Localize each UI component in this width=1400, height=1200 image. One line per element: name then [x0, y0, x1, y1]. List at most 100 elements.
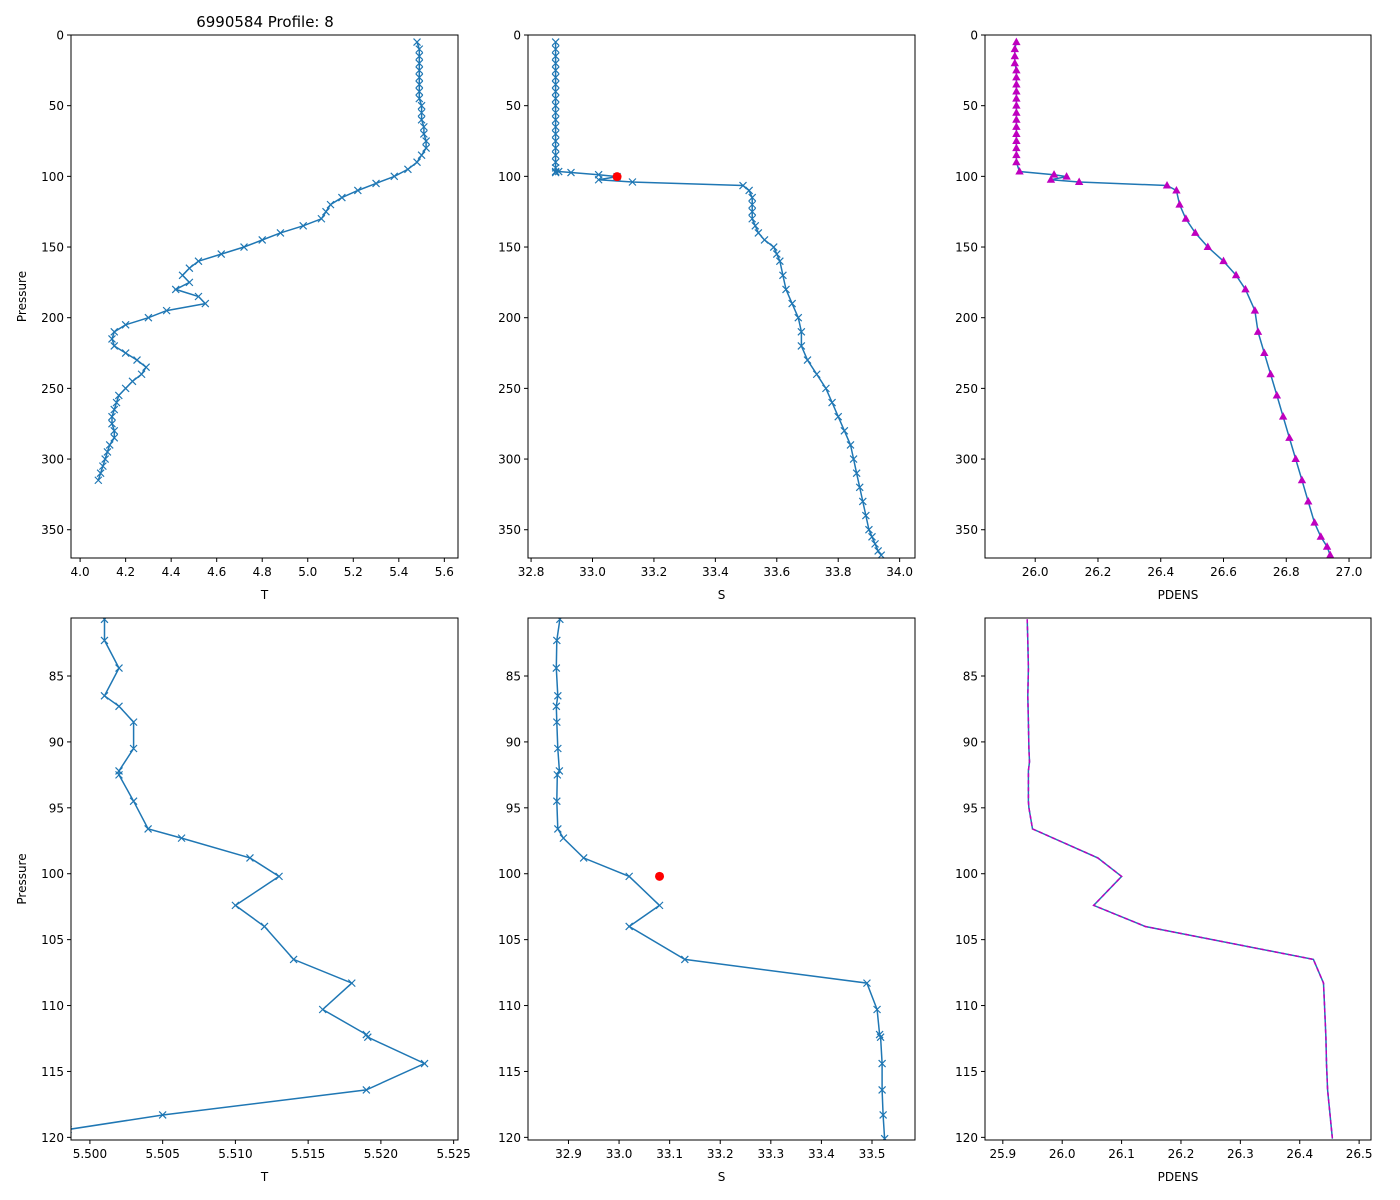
data-point-marker — [552, 702, 561, 711]
data-point-marker — [121, 320, 130, 329]
data-point-marker — [231, 901, 240, 910]
density-marker — [1012, 94, 1021, 102]
data-point-marker — [128, 377, 137, 386]
data-point-marker — [246, 853, 254, 862]
x-tick-label: 5.515 — [291, 1147, 325, 1161]
y-tick-label: 115 — [498, 1065, 521, 1079]
x-tick-label: 33.0 — [606, 1147, 633, 1161]
y-tick-label: 85 — [49, 670, 64, 684]
data-point-marker — [797, 327, 806, 336]
data-point-marker — [822, 384, 830, 393]
density-marker — [1316, 532, 1325, 540]
density-marker — [1062, 172, 1071, 180]
data-point-marker — [772, 250, 781, 259]
y-tick-label: 85 — [506, 670, 521, 684]
x-axis-label: S — [718, 588, 726, 602]
density-marker — [1015, 167, 1024, 175]
data-point-marker — [101, 455, 110, 463]
y-tick-label: 300 — [498, 453, 521, 467]
data-point-marker — [861, 511, 870, 520]
data-point-marker — [865, 525, 873, 534]
subplot-bottom-salinity: 32.9 33.0 33.1 33.2 33.3 33.4 33.5 85 90 95 100 105… — [498, 617, 916, 1184]
density-marker — [1253, 327, 1263, 335]
data-point-marker — [415, 66, 424, 75]
data-point-marker — [551, 94, 560, 103]
data-point-marker — [422, 137, 431, 145]
subplot-top-salinity: 32.8 33.0 33.2 33.4 33.6 33.8 34.0 0 50 100 150 200… — [498, 29, 916, 602]
x-tick-label: 26.4 — [1286, 1147, 1313, 1161]
data-point-marker — [240, 243, 248, 251]
data-point-marker — [551, 66, 560, 75]
density-marker — [1191, 228, 1200, 236]
density-marker — [1012, 122, 1021, 130]
data-point-marker — [812, 370, 821, 379]
data-point-marker — [110, 405, 119, 414]
density-marker — [1010, 58, 1020, 67]
data-point-marker — [567, 168, 575, 177]
data-point-marker — [415, 45, 424, 54]
data-point-marker — [413, 158, 421, 167]
data-point-marker — [276, 228, 285, 237]
data-point-marker — [415, 73, 424, 82]
data-point-marker — [794, 313, 803, 322]
data-point-marker — [551, 73, 560, 82]
x-tick-label: 32.9 — [555, 1147, 582, 1161]
x-tick-label: 33.3 — [757, 1147, 784, 1161]
data-point-marker — [110, 433, 119, 442]
x-tick-label: 33.1 — [656, 1147, 683, 1161]
x-tick-label: 26.6 — [1210, 565, 1237, 579]
x-tick-label: 32.8 — [518, 565, 545, 579]
data-point-marker — [115, 770, 123, 779]
x-tick-label: 4.4 — [162, 565, 181, 579]
data-point-marker — [655, 901, 664, 910]
data-point-marker — [551, 59, 560, 68]
y-tick-label: 200 — [955, 311, 978, 325]
data-point-marker — [871, 539, 879, 548]
data-point-marker — [415, 59, 424, 68]
data-point-marker — [372, 179, 380, 188]
y-tick-label: 200 — [41, 311, 64, 325]
y-tick-label: 105 — [955, 933, 978, 947]
data-point-marker — [852, 469, 861, 478]
y-tick-label: 95 — [963, 801, 978, 815]
x-tick-label: 5.0 — [298, 565, 317, 579]
data-point-marker — [680, 955, 689, 964]
x-tick-label: 4.8 — [253, 565, 272, 579]
x-tick-label: 26.0 — [1022, 565, 1049, 579]
data-point-marker — [100, 618, 109, 624]
x-tick-label: 33.8 — [825, 565, 852, 579]
y-tick-label: 50 — [506, 99, 521, 113]
data-point-marker — [748, 214, 757, 223]
data-point-marker — [110, 327, 119, 336]
data-point-marker — [142, 363, 151, 372]
data-point-marker — [108, 412, 116, 421]
plot-area — [551, 38, 886, 558]
data-point-marker — [840, 426, 849, 435]
y-tick-label: 110 — [955, 999, 978, 1013]
data-point-marker — [551, 38, 560, 46]
data-point-marker — [115, 702, 123, 711]
data-point-marker — [553, 770, 562, 779]
series-line — [97, 41, 427, 481]
data-point-marker — [417, 101, 426, 110]
x-tick-label: 26.1 — [1108, 1147, 1135, 1161]
density-marker — [1012, 143, 1021, 152]
data-point-marker — [171, 285, 180, 294]
subplot-top-density: 26.0 26.2 26.4 26.6 26.8 27.0 0 50 100 150 200 250 3… — [955, 29, 1372, 602]
x-tick-label: 5.2 — [344, 565, 363, 579]
data-point-marker — [417, 115, 426, 124]
density-marker — [1285, 433, 1294, 441]
density-marker — [1278, 412, 1288, 420]
x-tick-label: 5.505 — [145, 1147, 179, 1161]
series-line — [554, 42, 882, 556]
x-tick-label: 33.4 — [808, 1147, 835, 1161]
data-point-marker — [326, 200, 335, 209]
data-point-marker — [121, 349, 130, 357]
data-point-marker — [625, 922, 634, 931]
data-point-marker — [878, 1059, 887, 1068]
x-tick-label: 33.4 — [702, 565, 729, 579]
data-point-marker — [551, 137, 560, 145]
y-tick-label: 95 — [506, 801, 521, 815]
x-tick-label: 5.525 — [436, 1147, 470, 1161]
x-tick-label: 33.6 — [763, 565, 790, 579]
